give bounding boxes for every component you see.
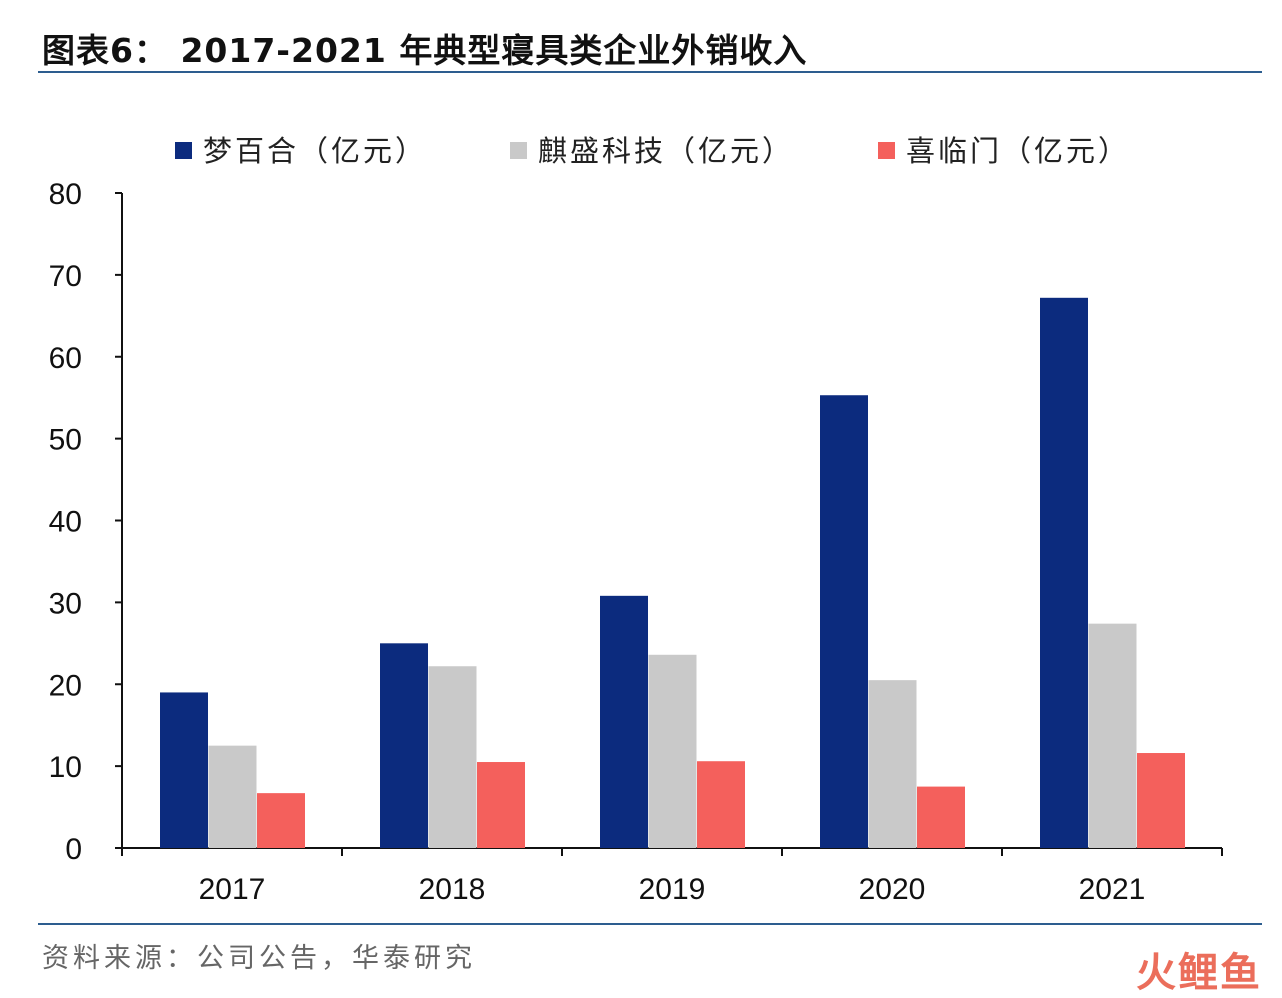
- y-tick-label: 70: [49, 260, 82, 293]
- x-tick-label: 2021: [1079, 873, 1146, 906]
- bar-2018-series-1: [380, 643, 428, 848]
- y-tick-label: 80: [49, 178, 82, 211]
- bar-2019-series-3: [697, 761, 745, 848]
- source-note: 资料来源：公司公告，华泰研究: [42, 943, 476, 974]
- x-tick-label: 2020: [859, 873, 926, 906]
- legend-label: 梦百合（亿元）: [203, 134, 427, 168]
- legend-swatch: [175, 142, 192, 159]
- watermark-logo: 火鲤鱼: [1136, 950, 1262, 996]
- chart-title: 图表6： 2017-2021 年典型寝具类企业外销收入: [42, 31, 808, 70]
- bar-2018-series-2: [428, 666, 477, 848]
- y-tick-label: 40: [49, 506, 82, 539]
- bar-2020-series-1: [820, 395, 868, 848]
- bar-2020-series-2: [868, 680, 917, 848]
- x-tick-label: 2018: [419, 873, 486, 906]
- y-tick-label: 0: [65, 833, 82, 866]
- legend-swatch: [878, 142, 895, 159]
- bar-2019-series-1: [600, 595, 648, 848]
- y-tick-label: 30: [49, 587, 82, 620]
- title-divider: [38, 71, 1262, 73]
- x-tick-label: 2017: [199, 873, 266, 906]
- bar-2018-series-3: [477, 762, 525, 848]
- y-tick-label: 60: [49, 342, 82, 375]
- y-tick-label: 20: [49, 669, 82, 702]
- legend-swatch: [510, 142, 527, 159]
- legend-label: 麒盛科技（亿元）: [538, 134, 794, 168]
- source-divider: [38, 923, 1262, 925]
- bar-2017-series-2: [208, 745, 257, 848]
- bar-2021-series-3: [1137, 753, 1185, 848]
- bar-2021-series-1: [1040, 297, 1088, 848]
- x-tick-label: 2019: [639, 873, 706, 906]
- bar-2021-series-2: [1088, 623, 1137, 848]
- bar-2017-series-3: [257, 793, 305, 848]
- bar-2019-series-2: [648, 654, 697, 848]
- legend-label: 喜临门（亿元）: [906, 134, 1130, 168]
- bar-2017-series-1: [160, 692, 208, 848]
- y-tick-label: 50: [49, 424, 82, 457]
- y-tick-label: 10: [49, 751, 82, 784]
- bar-2020-series-3: [917, 786, 965, 848]
